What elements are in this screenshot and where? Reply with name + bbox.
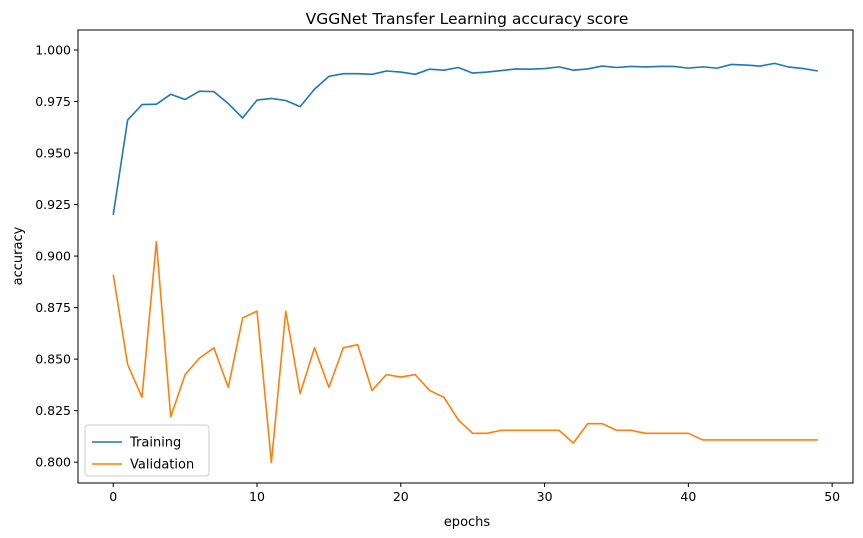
y-tick-label: 0.850 (35, 352, 71, 367)
x-axis-title: epochs (444, 515, 491, 530)
y-tick-label: 1.000 (35, 42, 71, 57)
legend-label-training: Training (129, 436, 181, 451)
x-tick-label: 50 (824, 489, 840, 504)
series-line-training (112, 62, 818, 215)
x-tick-label: 40 (680, 489, 696, 504)
y-axis: 0.800 0.825 0.850 0.875 0.900 0.925 0.950 0.975… (35, 42, 78, 470)
series-lines (112, 62, 818, 464)
x-tick-label: 30 (537, 489, 553, 504)
y-tick-label: 0.950 (35, 146, 71, 161)
legend-label-validation: Validation (130, 458, 194, 473)
y-axis-title: accuracy (11, 226, 26, 285)
y-tick-label: 0.925 (35, 197, 71, 212)
legend: Training Validation (84, 424, 210, 477)
chart-title: VGGNet Transfer Learning accuracy score (306, 10, 629, 28)
x-tick-label: 20 (393, 489, 409, 504)
x-tick-label: 10 (249, 489, 265, 504)
y-tick-label: 0.900 (35, 249, 71, 264)
y-tick-label: 0.975 (35, 94, 71, 109)
y-tick-label: 0.875 (35, 300, 71, 315)
y-tick-label: 0.800 (35, 455, 71, 470)
y-tick-label: 0.825 (35, 403, 71, 418)
x-tick-label: 0 (109, 489, 117, 504)
x-axis: 0 10 20 30 40 50 (109, 483, 840, 504)
series-line-validation (112, 240, 818, 464)
